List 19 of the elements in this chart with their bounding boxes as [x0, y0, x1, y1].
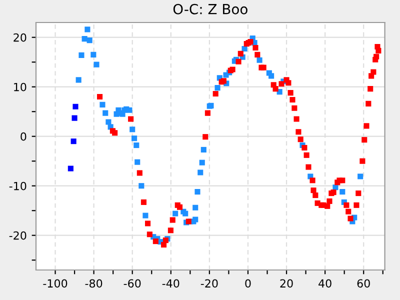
x-tick-label: 20: [280, 279, 293, 288]
y-tick-label: 20: [14, 33, 26, 42]
x-tick-label: -40: [162, 279, 180, 288]
y-tick-label: -10: [9, 182, 26, 190]
point: [72, 104, 78, 110]
y-tick-label: 10: [14, 82, 26, 92]
x-tick-label: -60: [124, 279, 141, 288]
chart-title: O-C: Z Boo: [173, 4, 248, 14]
point: [68, 166, 74, 172]
x-tick-label: 0: [245, 279, 251, 288]
y-tick-label: -20: [9, 231, 26, 240]
point: [70, 138, 76, 144]
x-tick-label: -100: [43, 279, 68, 288]
y-tick-label: 0: [20, 132, 26, 141]
point: [72, 115, 78, 121]
x-tick-label: -80: [85, 279, 102, 288]
x-tick-label: 60: [357, 279, 370, 288]
x-tick-label: -20: [200, 279, 218, 288]
x-tick-label: 40: [318, 279, 332, 288]
